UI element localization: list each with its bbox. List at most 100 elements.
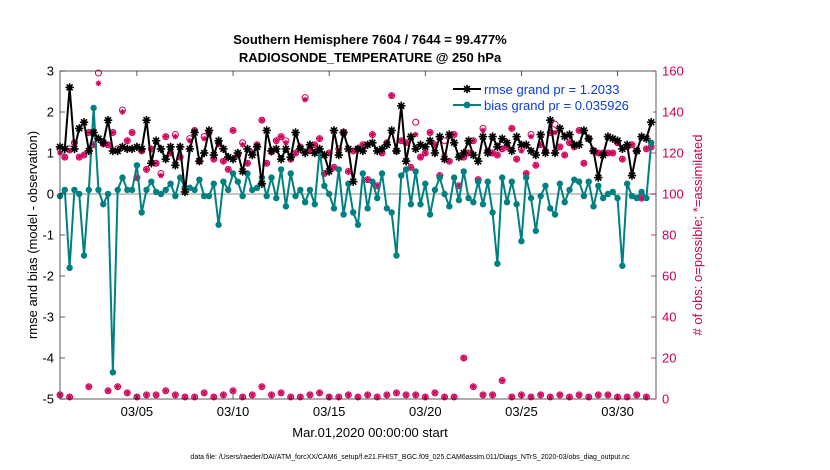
obs-possible-marker	[277, 389, 285, 397]
rmse-point	[440, 154, 449, 164]
obs-assimilated-marker	[595, 392, 602, 398]
obs-assimilated-marker	[201, 390, 207, 396]
y-right-tick-label: 160	[662, 64, 684, 79]
rmse-point	[214, 136, 223, 145]
obs-possible-marker	[104, 387, 112, 395]
obs-assimilated-marker	[408, 164, 414, 171]
bias-point	[340, 211, 347, 218]
obs-assimilated-marker	[489, 150, 496, 156]
bias-point	[523, 174, 530, 181]
rmse-point	[387, 126, 396, 135]
obs-assimilated-marker	[331, 164, 337, 171]
rmse-point	[536, 130, 545, 139]
rmse-point	[454, 152, 464, 162]
obs-possible-marker	[364, 391, 372, 399]
obs-assimilated-marker	[547, 394, 554, 400]
rmse-point	[228, 154, 238, 164]
obs-assimilated-marker	[643, 146, 650, 152]
rmse-point	[276, 154, 286, 164]
bias-point	[100, 201, 107, 208]
bias-point	[306, 186, 314, 194]
bias-point	[460, 168, 467, 175]
obs-assimilated-marker	[239, 142, 246, 148]
rmse-point	[565, 130, 574, 139]
bias-point	[393, 252, 400, 259]
rmse-point	[555, 124, 565, 133]
obs-assimilated-marker	[364, 392, 371, 398]
rmse-point	[397, 101, 406, 111]
bias-point	[547, 205, 554, 212]
rmse-point	[272, 144, 281, 154]
bias-point	[494, 260, 501, 267]
y-tick-labels: -5 -4 -3 -2 -1 0 1 2 3	[42, 64, 54, 407]
obs-assimilated-marker	[499, 377, 505, 384]
y-tick-label: 3	[47, 64, 54, 79]
rmse-point	[310, 148, 319, 158]
obs-assimilated-marker	[263, 160, 270, 167]
bias-point	[513, 201, 520, 208]
obs-assimilated-marker	[110, 129, 116, 136]
bias-point	[335, 166, 342, 173]
rmse-point	[103, 116, 113, 125]
obs-possible-marker	[325, 393, 333, 401]
bias-point	[489, 209, 496, 216]
rmse-point	[65, 83, 74, 92]
rmse-point	[425, 136, 435, 145]
obs-possible-marker	[123, 137, 131, 145]
obs-possible-marker	[412, 391, 420, 399]
rmse-point	[324, 167, 334, 176]
obs-possible-marker	[128, 129, 136, 136]
bias-point	[542, 182, 549, 189]
x-axis-label: Mar.01,2020 00:00:00 start	[292, 425, 448, 440]
rmse-point	[377, 144, 387, 154]
obs-assimilated-marker	[287, 394, 294, 400]
bias-point	[143, 186, 150, 194]
obs-possible-marker	[219, 157, 227, 165]
chart-title: Southern Hemisphere 7604 / 7644 = 99.477…	[233, 32, 507, 47]
obs-possible-marker	[133, 393, 141, 401]
bias-point	[465, 194, 472, 202]
obs-assimilated-marker	[86, 383, 92, 390]
obs-possible-marker	[66, 393, 74, 401]
bias-point	[119, 174, 126, 181]
obs-possible-marker	[80, 151, 88, 159]
y-tick-label: -4	[42, 351, 54, 366]
rmse-point	[502, 138, 512, 147]
bias-point	[426, 211, 434, 218]
rmse-point	[156, 144, 166, 154]
bias-point	[590, 203, 597, 210]
bias-point	[436, 174, 443, 181]
obs-possible-marker	[614, 393, 622, 401]
bias-point	[614, 194, 621, 202]
bias-series	[56, 104, 655, 376]
rmse-point	[464, 136, 473, 145]
rmse-point	[435, 132, 444, 141]
bias-point	[518, 237, 525, 245]
obs-assimilated-marker	[259, 383, 265, 390]
bias-point	[527, 194, 535, 202]
obs-possible-marker	[267, 391, 275, 399]
y-tick-label: -3	[42, 310, 54, 325]
bias-point	[441, 190, 448, 198]
bias-point	[349, 209, 357, 216]
obs-assimilated-marker	[609, 150, 616, 156]
bias-point	[268, 174, 275, 181]
obs-assimilated-marker	[398, 137, 405, 144]
rmse-point	[147, 159, 156, 168]
obs-possible-marker	[609, 149, 617, 157]
obs-possible-marker	[623, 393, 631, 401]
obs-possible-marker	[508, 124, 516, 132]
obs-possible-marker	[642, 393, 650, 401]
y-right-tick-labels: 0 20 40 60 80 100 120 140 160	[662, 64, 684, 407]
rmse-point	[195, 157, 204, 166]
rmse-point	[512, 132, 521, 141]
rmse-point	[411, 144, 420, 154]
obs-assimilated-marker	[259, 117, 265, 123]
obs-possible-marker	[248, 391, 256, 399]
bias-point	[388, 209, 395, 216]
obs-assimilated-marker	[172, 133, 179, 140]
obs-possible-marker	[493, 151, 501, 159]
legend: rmse grand pr = 1.2033 bias grand pr = 0…	[450, 77, 653, 114]
obs-assimilated-marker	[201, 135, 207, 142]
